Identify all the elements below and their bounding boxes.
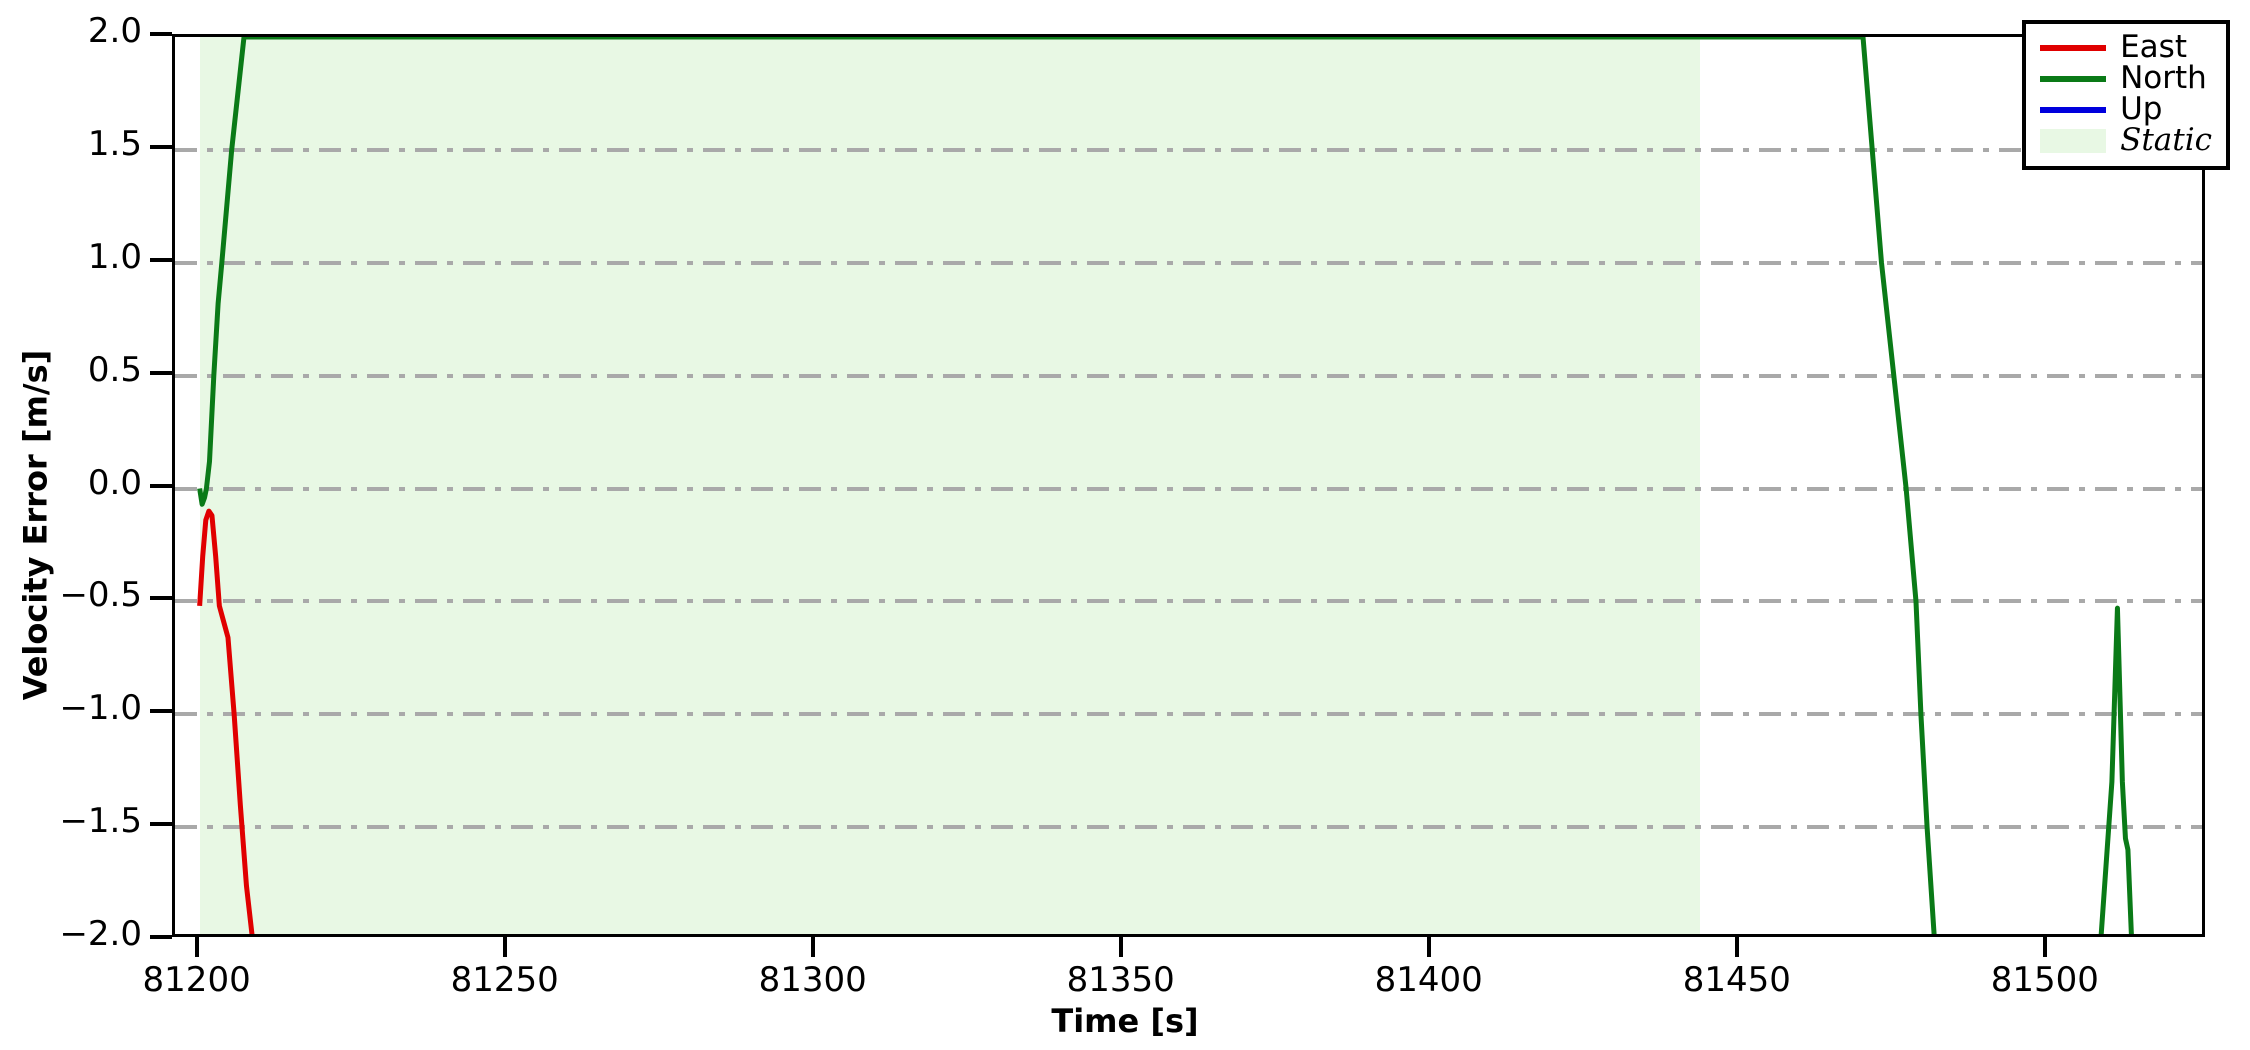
legend-label: Static xyxy=(2120,122,2212,158)
gridline xyxy=(175,486,2202,491)
y-tick-mark xyxy=(150,144,172,149)
x-tick-mark xyxy=(502,937,507,957)
y-tick-label: 1.5 xyxy=(87,123,142,164)
x-tick-mark xyxy=(1118,937,1123,957)
y-tick-mark xyxy=(150,935,172,939)
gridline xyxy=(175,712,2202,717)
x-tick-label: 81500 xyxy=(1990,960,2099,1000)
legend-line-swatch xyxy=(2040,106,2107,113)
y-tick-label: −2.0 xyxy=(59,914,142,954)
gridline xyxy=(175,147,2202,152)
y-axis-title: Velocity Error [m/s] xyxy=(16,349,55,701)
x-axis-title: Time [s] xyxy=(1051,1002,1199,1040)
x-tick-label: 81450 xyxy=(1682,960,1791,1000)
legend-item-static: Static xyxy=(2040,125,2212,156)
x-tick-label: 81250 xyxy=(450,960,559,1000)
legend-item-north: North xyxy=(2040,63,2212,94)
x-tick-mark xyxy=(2042,937,2047,957)
y-tick-mark xyxy=(150,483,172,488)
y-tick-mark xyxy=(150,257,172,262)
static-span xyxy=(199,37,1700,934)
legend-item-east: East xyxy=(2040,32,2212,63)
legend-label: Up xyxy=(2120,91,2163,127)
x-tick-label: 81300 xyxy=(758,960,867,1000)
legend-item-up: Up xyxy=(2040,94,2212,125)
legend-label: East xyxy=(2120,29,2187,65)
legend-patch-swatch xyxy=(2040,128,2107,153)
y-tick-mark xyxy=(150,32,172,36)
y-tick-label: 0.0 xyxy=(87,462,142,503)
y-tick-label: 0.5 xyxy=(87,349,142,390)
legend-line-swatch xyxy=(2040,44,2107,51)
x-tick-mark xyxy=(194,937,199,957)
y-tick-mark xyxy=(150,822,172,827)
legend-label: North xyxy=(2120,60,2207,96)
y-tick-label: −0.5 xyxy=(59,575,142,616)
plot-area xyxy=(172,34,2205,937)
x-tick-label: 81400 xyxy=(1374,960,1483,1000)
y-tick-label: −1.5 xyxy=(59,801,142,842)
y-tick-mark xyxy=(150,709,172,714)
y-tick-label: 2.0 xyxy=(87,11,142,51)
gridline xyxy=(175,373,2202,378)
y-tick-label: 1.0 xyxy=(87,236,142,277)
legend-line-swatch xyxy=(2040,75,2107,82)
gridline xyxy=(175,260,2202,265)
x-tick-label: 81350 xyxy=(1066,960,1175,1000)
gridline xyxy=(175,825,2202,830)
series-line-east xyxy=(197,508,255,934)
y-tick-mark xyxy=(150,596,172,601)
gridline xyxy=(175,599,2202,604)
x-tick-label: 81200 xyxy=(142,960,251,1000)
legend: East North Up Static xyxy=(2022,20,2230,170)
y-tick-label: −1.0 xyxy=(59,688,142,729)
x-tick-mark xyxy=(1734,937,1739,957)
data-series-layer xyxy=(197,37,2134,934)
y-tick-mark xyxy=(150,370,172,375)
x-tick-mark xyxy=(1426,937,1431,957)
x-tick-mark xyxy=(810,937,815,957)
series-line-north xyxy=(197,37,2134,934)
